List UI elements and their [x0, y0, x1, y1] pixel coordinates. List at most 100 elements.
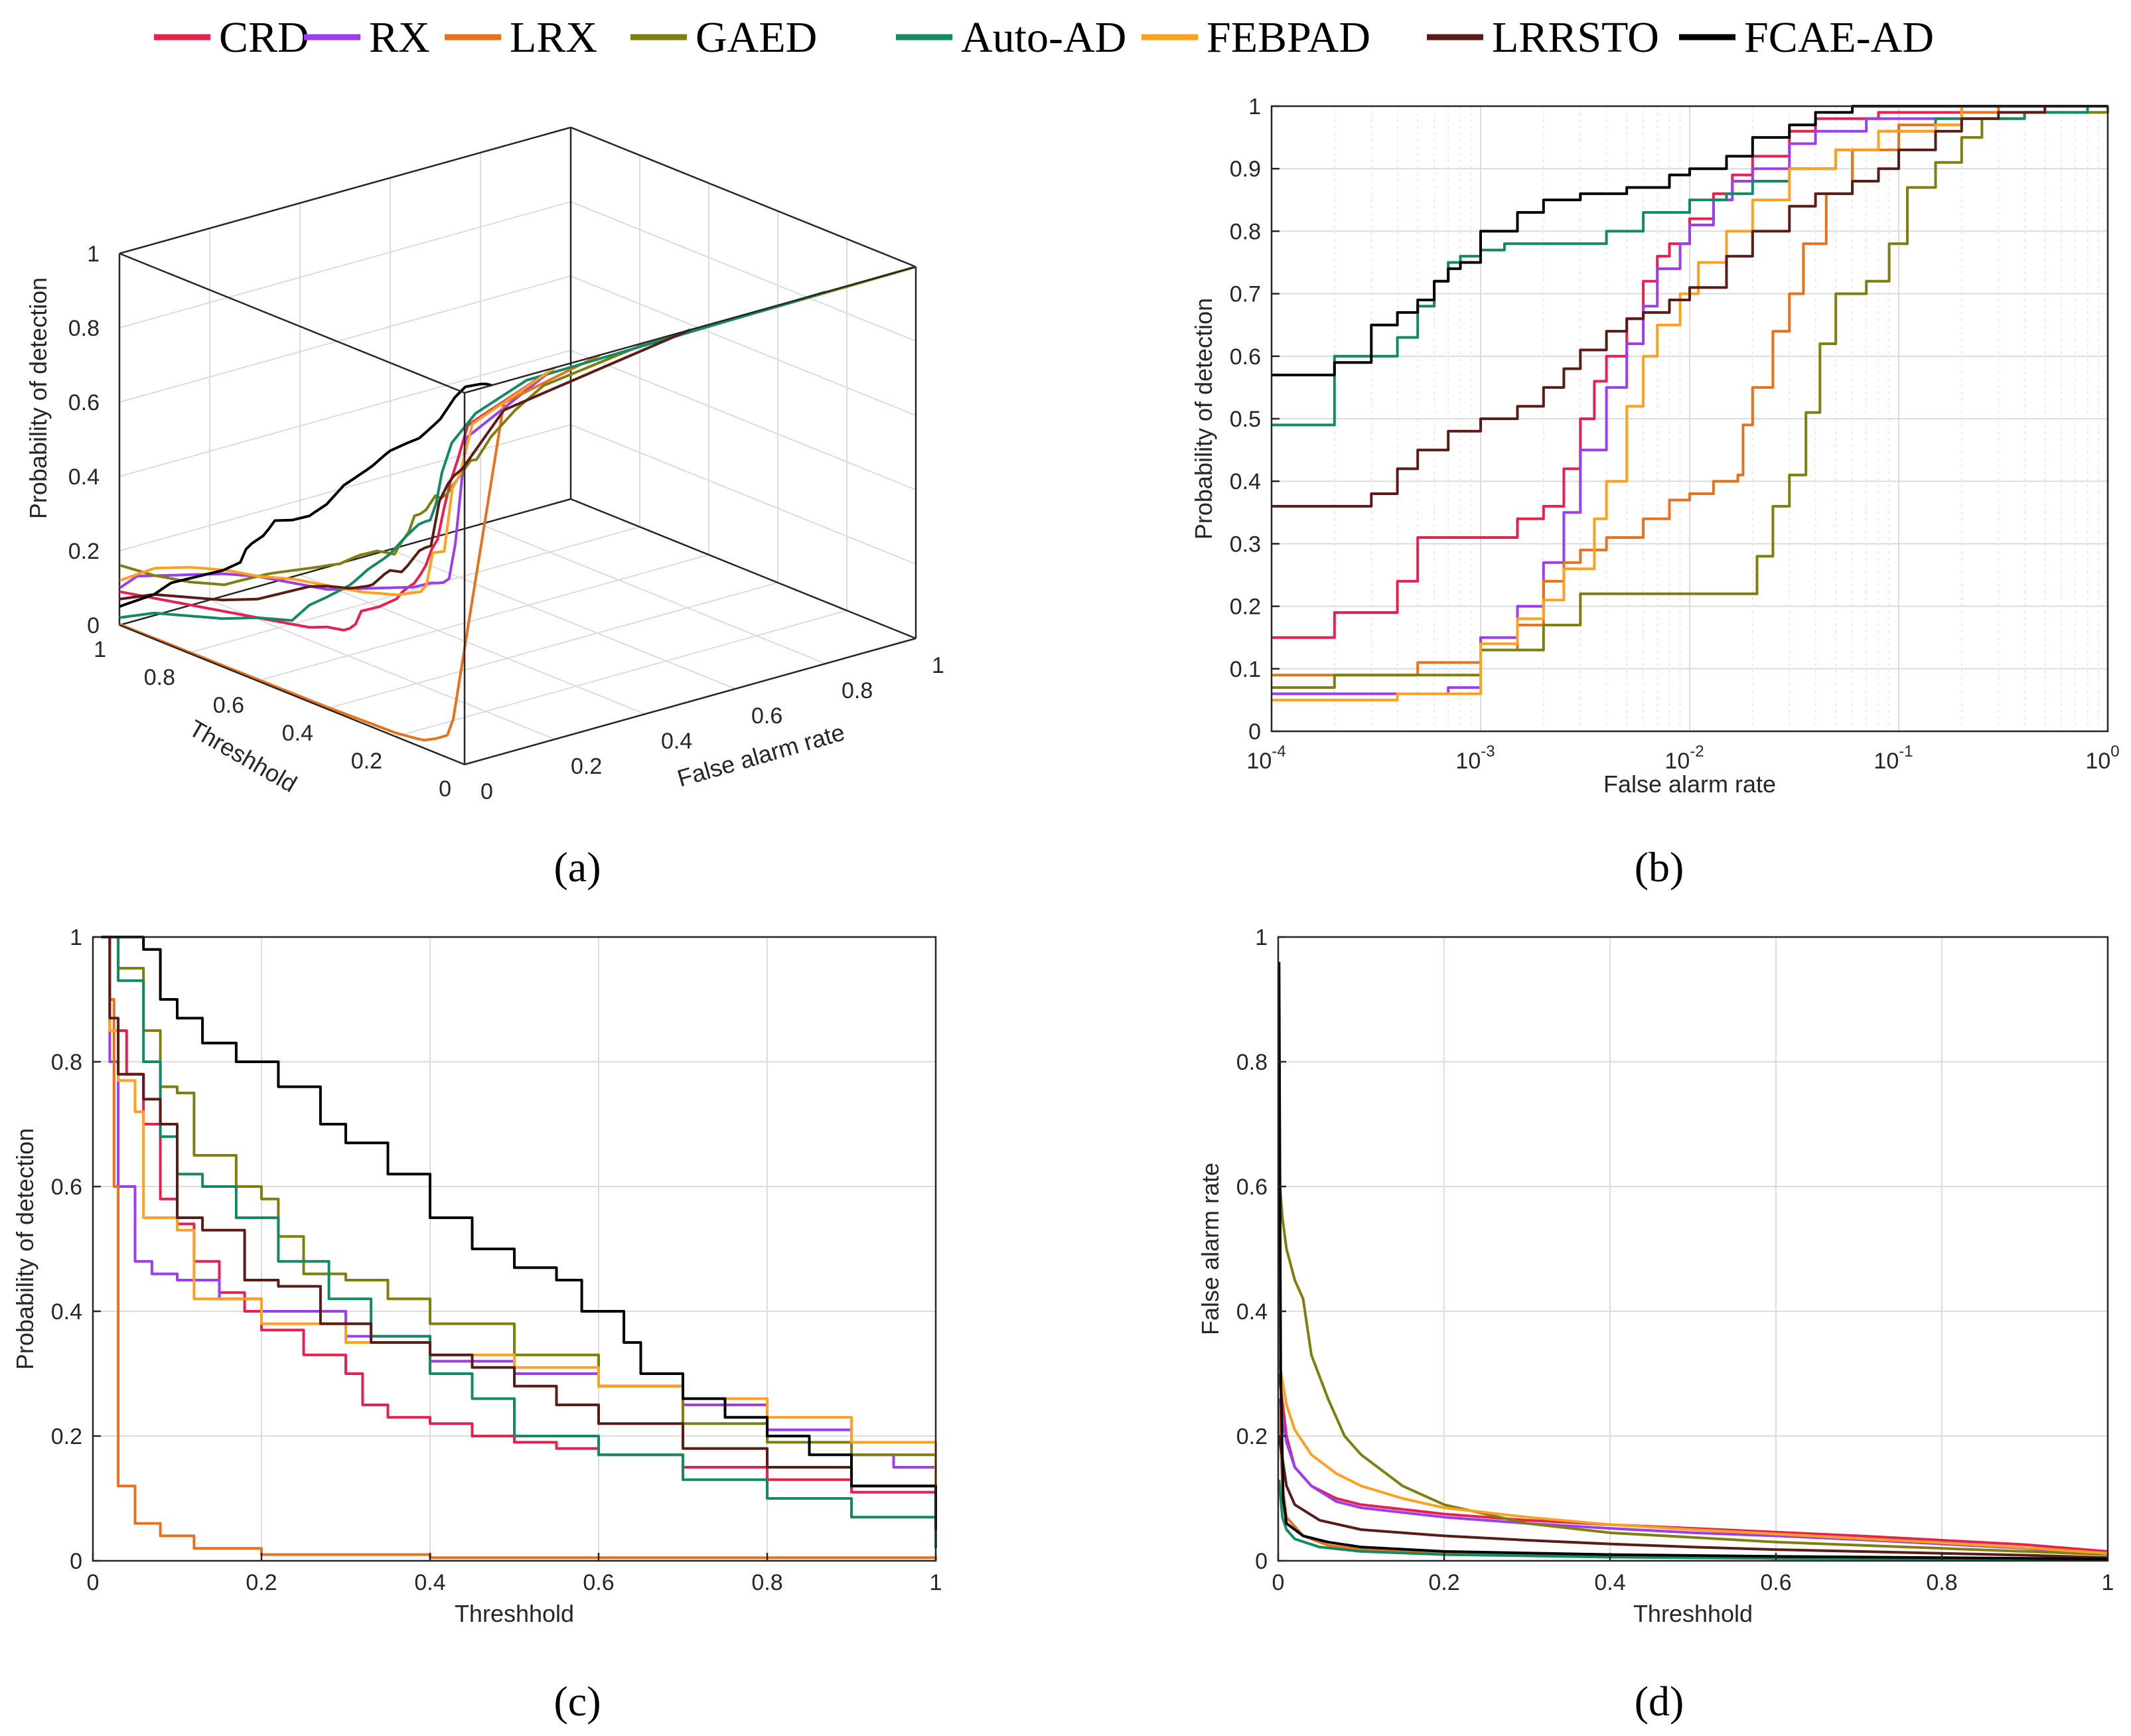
- panel-b-log-roc: 0 0.1 0.2 0.3 0.4 0.5 0.6 0.7 0.8 0.9 1 10-4 10-3 10-…: [1190, 94, 2120, 798]
- series-line-fcae-ad: [101, 936, 937, 1530]
- series-line-auto-ad: [1278, 1479, 2108, 1561]
- tick-label-y: 0.4: [1230, 469, 1261, 494]
- tick-label-x: 0: [87, 1570, 100, 1595]
- series-line-lrx: [1272, 105, 2108, 677]
- legend-label: LRX: [510, 13, 597, 62]
- floor-gridline: [299, 574, 646, 715]
- series-line-fcae-ad: [1278, 962, 2108, 1561]
- panel-c-pd-vs-threshold: 0 0.2 0.4 0.6 0.8 1 0 0.2 0.4 0.6 0.8 1 Threshhold Pr…: [11, 925, 942, 1627]
- panel-label-d: (d): [1635, 1678, 1684, 1725]
- wall-gridline: [119, 350, 571, 477]
- tick-label-x: 100: [2085, 743, 2119, 774]
- y-axis-label: Probability of detection: [11, 1128, 38, 1370]
- legend-label: RX: [369, 13, 430, 62]
- tick-label-x: 10-4: [1246, 743, 1286, 774]
- tick-label-y: 0.6: [1236, 1175, 1268, 1200]
- tick-label-z: 0.4: [68, 465, 100, 490]
- legend-item-febpad: FEBPAD: [1141, 13, 1370, 62]
- tick-label-threshold: 0.6: [213, 693, 244, 718]
- series-line-gaed: [1278, 1174, 2108, 1556]
- wall-gridline: [570, 275, 917, 416]
- tick-label-y: 0.2: [1236, 1424, 1268, 1449]
- wall-gridline: [119, 201, 571, 328]
- box-edge: [570, 498, 917, 640]
- floor-gridline: [390, 549, 736, 689]
- tick-label-far: 0.8: [842, 678, 873, 703]
- series-line-lrrsto: [1272, 105, 2108, 508]
- series-line-rx: [1272, 105, 2108, 695]
- tick-label-y: 0.8: [51, 1050, 82, 1075]
- box-edge: [119, 624, 465, 766]
- series-group: [119, 265, 917, 742]
- series-line-febpad: [119, 366, 556, 597]
- series-line-febpad: [1272, 105, 2108, 701]
- legend-label: LRRSTO: [1492, 13, 1659, 62]
- tick-label-z: 0.2: [68, 539, 100, 564]
- legend-item-fcae-ad: FCAE-AD: [1679, 13, 1934, 62]
- tick-label-x: 0.6: [583, 1570, 614, 1595]
- tick-label-y: 0: [1248, 719, 1261, 745]
- floor-gridline: [188, 526, 640, 654]
- series-line-lrrsto: [101, 936, 937, 1518]
- series-line-rx: [119, 366, 556, 591]
- wall-gridline: [119, 275, 571, 403]
- tick-label-y: 1: [1255, 925, 1268, 950]
- tick-label-y: 0.2: [1230, 595, 1261, 620]
- series-line-febpad: [1278, 1360, 2108, 1555]
- tick-label-y: 0.6: [1230, 344, 1261, 370]
- floor-gridline: [209, 599, 555, 740]
- series-line-auto-ad: [119, 291, 826, 622]
- tick-label-z: 0: [87, 613, 100, 638]
- y-axis-label: Probability of detection: [1190, 298, 1217, 540]
- plot-area: [1278, 937, 2108, 1561]
- wall-gridline: [570, 424, 917, 565]
- legend: CRD RX LRX GAED Auto-AD FEBPAD LRRSTO FCAE-AD: [154, 13, 1934, 62]
- box-edge: [119, 252, 465, 394]
- legend-item-auto-ad: Auto-AD: [896, 13, 1126, 62]
- tick-label-y: 0: [1255, 1549, 1268, 1574]
- tick-label-y: 0.8: [1236, 1050, 1268, 1075]
- tick-label-x: 0.6: [1760, 1570, 1791, 1595]
- tick-label-y: 0: [70, 1549, 82, 1574]
- panel-a-3d-roc: 00.20.40.60.8100.20.40.60.8100.20.40.60.…: [25, 126, 944, 804]
- floor-gridline: [257, 554, 709, 682]
- tick-label-x: 0.2: [1428, 1570, 1459, 1595]
- series-line-fcae-ad: [1272, 105, 2108, 377]
- tick-label-x: 0.2: [246, 1570, 277, 1595]
- tick-label-threshold: 0.2: [351, 749, 382, 774]
- panel-label-a: (a): [553, 843, 601, 891]
- tick-label-z: 0.8: [68, 316, 100, 341]
- tick-label-z: 1: [87, 242, 100, 267]
- x-axis-label: Threshhold: [1633, 1600, 1753, 1627]
- tick-label-x: 1: [2102, 1570, 2114, 1595]
- box-edge: [464, 265, 917, 394]
- legend-item-lrx: LRX: [445, 13, 597, 62]
- series-line-lrrsto: [119, 328, 691, 602]
- tick-label-far: 0.2: [571, 754, 602, 779]
- tick-label-y: 0.1: [1230, 657, 1261, 682]
- tick-label-x: 10-3: [1455, 743, 1495, 774]
- tick-label-y: 0.6: [51, 1175, 82, 1200]
- legend-label: CRD: [219, 13, 309, 62]
- tick-label-y: 0.9: [1230, 157, 1261, 182]
- tick-label-y: 0.4: [1236, 1299, 1268, 1325]
- wall-gridline: [570, 350, 917, 490]
- series-line-lrx: [119, 354, 601, 742]
- axes-frame: [92, 936, 937, 1562]
- tick-label-y: 0.2: [51, 1424, 82, 1449]
- tick-label-threshold: 0: [439, 776, 451, 802]
- wall-gridline: [570, 201, 917, 342]
- tick-label-far: 0.4: [661, 729, 692, 754]
- box-edge: [570, 126, 917, 268]
- box-edge: [464, 637, 917, 766]
- z-axis-label: Probability of detection: [25, 277, 52, 519]
- series-line-gaed: [101, 936, 937, 1461]
- tick-label-z: 0.6: [68, 390, 100, 415]
- panel-label-b: (b): [1635, 843, 1684, 891]
- tick-label-x: 0: [1272, 1570, 1285, 1595]
- far-axis-label: False alarm rate: [674, 718, 847, 792]
- axes-frame: [1277, 936, 2109, 1562]
- x-axis-label: False alarm rate: [1603, 770, 1776, 798]
- y-axis-label: False alarm rate: [1197, 1163, 1224, 1335]
